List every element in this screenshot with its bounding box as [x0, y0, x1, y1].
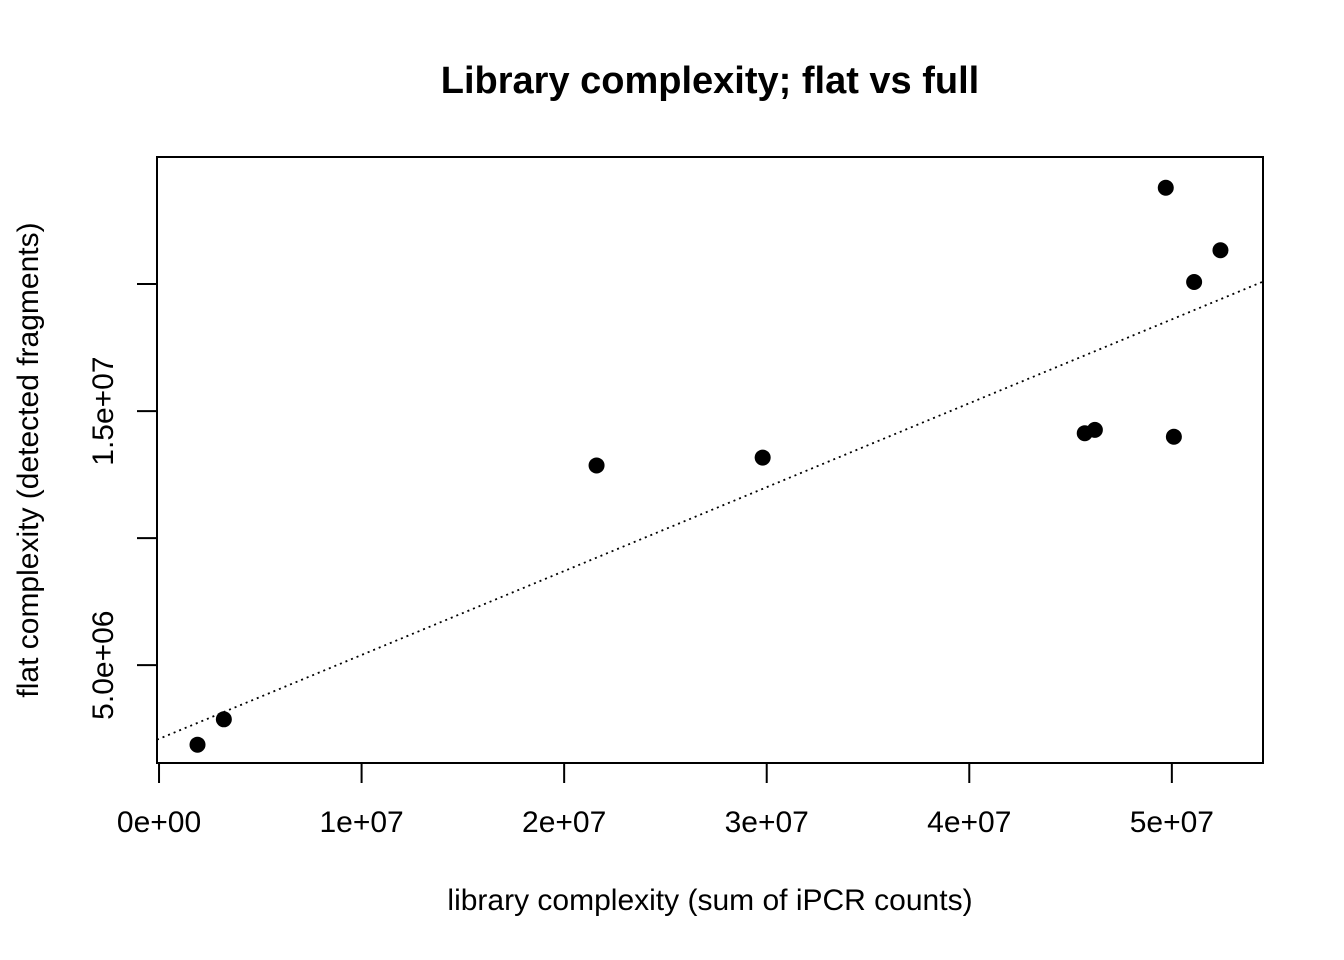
y-axis-label: flat complexity (detected fragments) — [12, 222, 45, 697]
x-tick-label: 1e+07 — [319, 806, 403, 839]
x-tick-label: 2e+07 — [522, 806, 606, 839]
y-tick-label: 1.5e+07 — [87, 356, 120, 465]
x-tick-label: 0e+00 — [117, 806, 201, 839]
y-tick-label: 5.0e+06 — [87, 611, 120, 720]
x-axis-label: library complexity (sum of iPCR counts) — [447, 884, 972, 917]
fit-line — [156, 280, 1264, 741]
data-point — [1165, 428, 1182, 445]
y-axis: 5.0e+06 1.5e+07 — [87, 283, 158, 720]
x-tick-label: 3e+07 — [725, 806, 809, 839]
data-point — [1212, 242, 1229, 259]
fit-line-layer — [156, 280, 1264, 741]
x-axis: 0e+00 1e+07 2e+07 3e+07 4e+07 5e+07 — [117, 762, 1214, 839]
data-point — [1157, 179, 1174, 196]
data-point — [215, 711, 232, 728]
data-point — [588, 457, 605, 474]
x-tick-label: 4e+07 — [927, 806, 1011, 839]
chart-title: Library complexity; flat vs full — [441, 60, 979, 102]
points-layer — [189, 179, 1229, 753]
plot-frame — [156, 156, 1264, 764]
data-point — [1086, 421, 1103, 438]
data-point — [189, 736, 206, 753]
data-point — [754, 449, 771, 466]
x-tick-label: 5e+07 — [1130, 806, 1214, 839]
data-point — [1186, 274, 1203, 291]
